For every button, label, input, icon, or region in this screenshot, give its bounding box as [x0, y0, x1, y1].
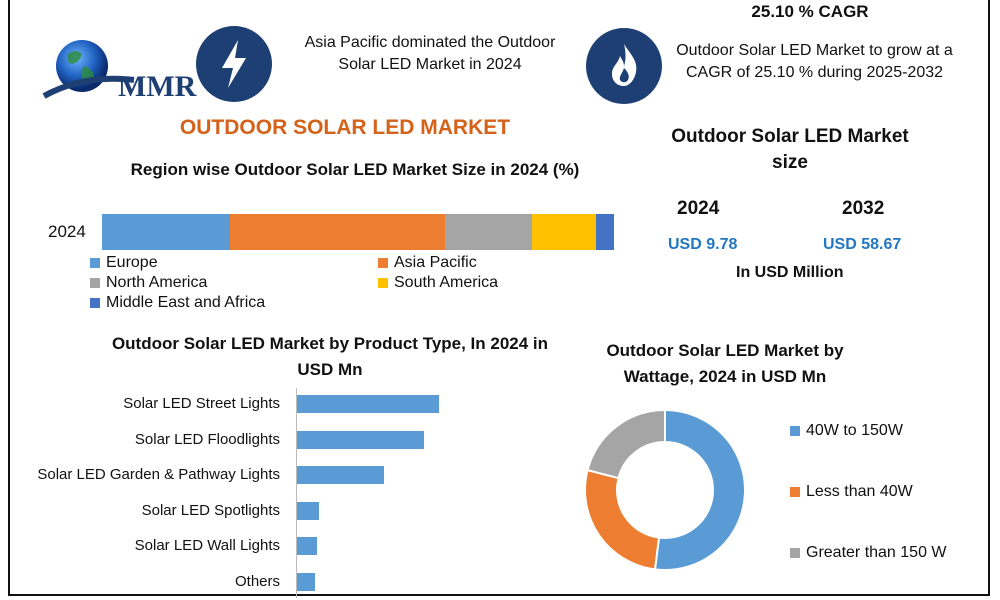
donut-legend-item-greater-than-150-w: Greater than 150 W	[790, 544, 947, 562]
infographic-frame	[8, 0, 990, 596]
legend-swatch	[790, 548, 800, 558]
cagr-title: 25.10 % CAGR	[751, 2, 869, 21]
legend-item-asia-pacific: Asia Pacific	[378, 254, 477, 272]
product-label-others: Others	[234, 572, 280, 590]
main-title: OUTDOOR SOLAR LED MARKET	[179, 116, 511, 139]
legend-label: South America	[394, 274, 499, 291]
legend-swatch	[90, 258, 100, 268]
year-2024-label: 2024	[677, 198, 720, 219]
product-label-solar-led-wall-lights: Solar LED Wall Lights	[134, 537, 280, 554]
bar-segment-europe	[102, 214, 230, 250]
legend-swatch	[790, 487, 800, 497]
donut-legend-item-less-than-40w: Less than 40W	[790, 483, 913, 501]
product-chart-title: Outdoor Solar LED Market by Product Type…	[111, 334, 549, 379]
product-label-solar-led-spotlights: Solar LED Spotlights	[141, 501, 280, 519]
donut-slice-greater-than-150-w	[586, 408, 666, 480]
legend-swatch	[378, 258, 388, 268]
wattage-chart-title: Outdoor Solar LED Market by Wattage, 202…	[606, 341, 844, 386]
flame-icon-badge	[586, 28, 662, 104]
lightning-icon	[222, 40, 246, 88]
mmr-logo: MMR	[40, 36, 196, 106]
product-axis-line	[296, 388, 297, 598]
legend-label: North America	[106, 274, 208, 291]
legend-label: Middle East and Africa	[106, 294, 266, 311]
stat2-text: Outdoor Solar LED Market to grow at a CA…	[676, 42, 953, 81]
product-bar-others	[297, 572, 316, 591]
product-label-solar-led-garden-pathway-lights: Solar LED Garden & Pathway Lights	[37, 466, 280, 483]
bar-segment-middle-east-and-africa	[596, 214, 614, 250]
legend-item-middle-east-and-africa: Middle East and Africa	[90, 294, 265, 312]
region-category-label: 2024	[48, 222, 86, 241]
legend-label: Asia Pacific	[394, 254, 477, 271]
stat1-text: Asia Pacific dominated the Outdoor Solar…	[304, 34, 556, 73]
bar-segment-asia-pacific	[230, 214, 446, 250]
legend-label: Greater than 150 W	[806, 544, 947, 561]
market-size-unit: In USD Million	[736, 264, 844, 281]
year-2032-label: 2032	[842, 198, 885, 219]
legend-item-north-america: North America	[90, 274, 207, 292]
product-label-solar-led-street-lights: Solar LED Street Lights	[123, 395, 280, 412]
legend-label: 40W to 150W	[806, 422, 903, 439]
legend-label: Less than 40W	[806, 483, 913, 500]
lightning-icon-badge	[196, 26, 272, 102]
product-label-solar-led-floodlights: Solar LED Floodlights	[134, 430, 280, 448]
flame-icon	[612, 44, 637, 86]
product-bar-solar-led-wall-lights	[297, 537, 318, 555]
donut-slice-less-than-40w	[584, 468, 661, 571]
legend-swatch	[378, 278, 388, 288]
legend-item-europe: Europe	[90, 254, 158, 272]
legend-swatch	[90, 298, 100, 308]
wattage-donut-chart	[584, 408, 746, 571]
bar-segment-south-america	[532, 214, 597, 250]
product-bar-solar-led-garden-pathway-lights	[297, 466, 385, 484]
region-stacked-bar	[102, 214, 614, 250]
logo-text: MMR	[118, 70, 197, 103]
product-bar-solar-led-floodlights	[297, 430, 425, 449]
bar-segment-north-america	[445, 214, 533, 250]
legend-item-south-america: South America	[378, 274, 498, 292]
donut-slice-40w-to-150w	[653, 408, 746, 571]
value-2032: USD 58.67	[823, 236, 902, 253]
product-bar-solar-led-street-lights	[297, 395, 439, 413]
product-bar-solar-led-spotlights	[297, 501, 319, 520]
globe-icon	[42, 40, 135, 99]
legend-label: Europe	[106, 254, 158, 271]
donut-legend-item-40w-to-150w: 40W to 150W	[790, 422, 903, 440]
legend-swatch	[90, 278, 100, 288]
legend-swatch	[790, 426, 800, 436]
market-size-title: Outdoor Solar LED Market size	[671, 126, 909, 173]
value-2024: USD 9.78	[668, 236, 738, 253]
region-chart-title: Region wise Outdoor Solar LED Market Siz…	[130, 160, 580, 179]
